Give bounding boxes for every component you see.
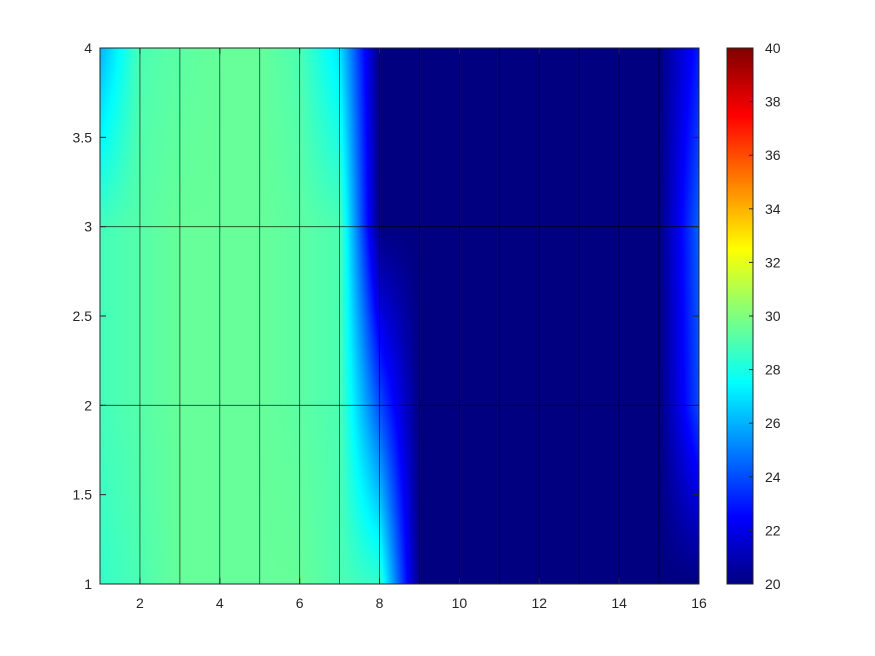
colorbar-tick-label: 30 [765, 308, 781, 324]
colorbar-tick-label: 24 [765, 469, 781, 485]
y-tick-label: 3 [84, 219, 92, 235]
colorbar: 20 22 24 26 28 30 32 34 36 38 40 [726, 40, 781, 592]
heatmap-surface [100, 48, 699, 584]
colorbar-gradient [727, 48, 753, 584]
colorbar-tick-label: 34 [765, 201, 781, 217]
colorbar-tick-label: 36 [765, 147, 781, 163]
colorbar-tick-label: 20 [765, 576, 781, 592]
x-tick-label: 2 [136, 595, 144, 611]
colorbar-tick-label: 38 [765, 94, 781, 110]
colorbar-tick-label: 26 [765, 415, 781, 431]
colorbar-tick-label: 22 [765, 522, 781, 538]
x-tick-label: 6 [296, 595, 304, 611]
colorbar-ticks: 20 22 24 26 28 30 32 34 36 38 40 [749, 40, 781, 592]
y-tick-label: 1 [84, 576, 92, 592]
y-tick-label: 4 [84, 40, 92, 56]
y-axis: 1 1.5 2 2.5 3 3.5 4 [73, 40, 699, 592]
y-tick-label: 1.5 [73, 487, 93, 503]
y-tick-label: 3.5 [73, 129, 93, 145]
x-tick-label: 10 [452, 595, 468, 611]
y-tick-label: 2 [84, 397, 92, 413]
colorbar-tick-label: 32 [765, 254, 781, 270]
x-tick-label: 8 [376, 595, 384, 611]
x-tick-label: 16 [691, 595, 707, 611]
x-tick-label: 12 [531, 595, 547, 611]
x-tick-label: 4 [216, 595, 224, 611]
colorbar-tick-label: 28 [765, 362, 781, 378]
y-tick-label: 2.5 [73, 308, 93, 324]
x-tick-label: 14 [611, 595, 627, 611]
plot-area [99, 47, 700, 585]
colorbar-tick-label: 40 [765, 40, 781, 56]
x-axis: 2 4 6 8 10 12 14 16 [136, 48, 707, 611]
